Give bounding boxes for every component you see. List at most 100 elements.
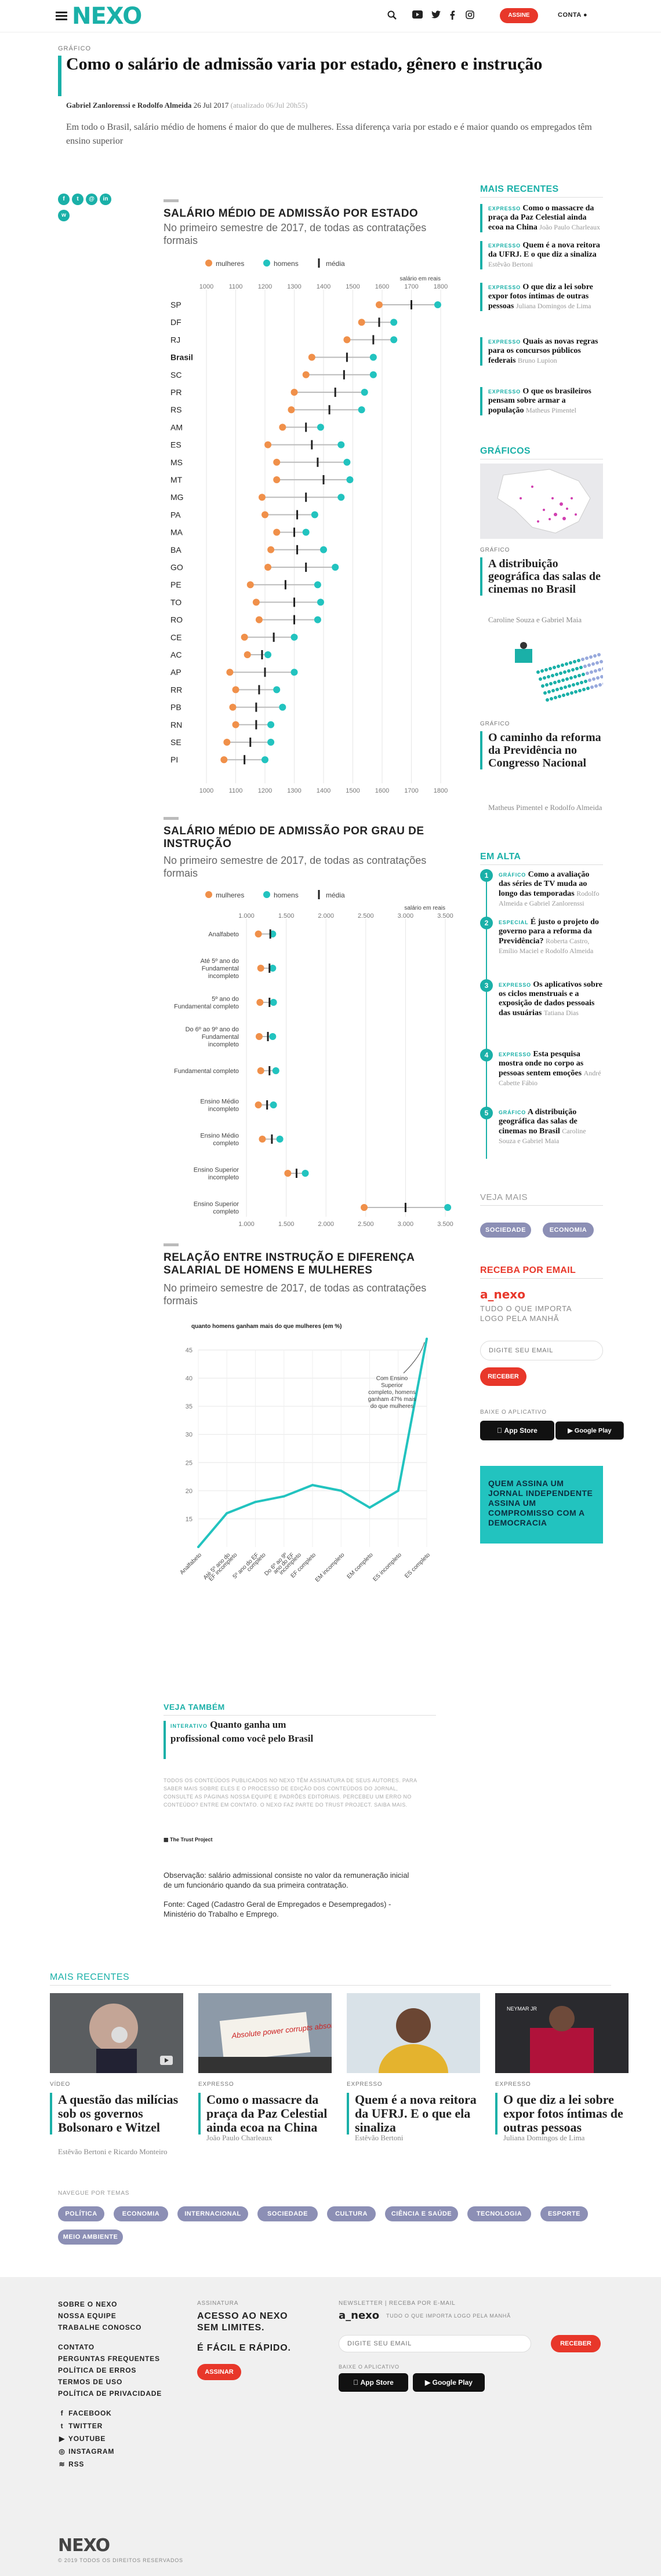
article-thumbnail-protest[interactable]: Absolute power corrupts absolutely	[198, 1993, 332, 2073]
article-title[interactable]: Quem é a nova reitora da UFRJ. E o que e…	[347, 2093, 480, 2134]
seat-dot	[598, 683, 602, 687]
article-thumbnail-portrait[interactable]	[347, 1993, 480, 2073]
footer-link[interactable]: POLÍTICA DE PRIVACIDADE	[58, 2389, 162, 2398]
tick-label-top: 1000	[199, 283, 213, 290]
app-store-button[interactable]:  App Store	[480, 1421, 554, 1440]
chart2-plot: mulheres homens média salário em reais 1.000…	[174, 890, 453, 1228]
app-label: BAIXE O APLICATIVO	[480, 1409, 547, 1415]
mark-media	[244, 755, 246, 765]
account-button[interactable]: CONTA ●	[558, 12, 587, 19]
footer-app-store-button[interactable]:  App Store	[339, 2373, 408, 2392]
footer-link[interactable]: POLÍTICA DE ERROS	[58, 2366, 137, 2374]
footer-social-facebook[interactable]: f FACEBOOK	[58, 2409, 112, 2417]
footer-link[interactable]: NOSSA EQUIPE	[58, 2312, 117, 2320]
youtube-icon[interactable]	[412, 10, 423, 22]
recent-item[interactable]: EXPRESSO Como o massacre da praça da Paz…	[480, 204, 602, 232]
graphic-thumbnail-congress[interactable]	[480, 637, 603, 713]
article-thumbnail-video[interactable]	[50, 1993, 183, 2073]
newsletter-email-input[interactable]	[480, 1341, 603, 1360]
footer-newsletter-button[interactable]: RECEBER	[551, 2335, 601, 2352]
topic-pill[interactable]: POLÍTICA	[58, 2206, 104, 2221]
recent-item[interactable]: EXPRESSO Quais as novas regras para os c…	[480, 337, 602, 366]
share-facebook-icon[interactable]: f	[58, 194, 70, 205]
graphic-thumbnail-map[interactable]	[480, 464, 603, 539]
dot-mulheres	[255, 1101, 262, 1108]
topic-pill[interactable]: SOCIEDADE	[257, 2206, 318, 2221]
footer-link[interactable]: PERGUNTAS FREQUENTES	[58, 2355, 160, 2363]
trending-item-tag: ESPECIAL	[499, 920, 529, 925]
seat-dot	[595, 661, 599, 665]
legend-label: mulheres	[216, 260, 244, 268]
footer-link[interactable]: SOBRE O NEXO	[58, 2300, 118, 2308]
instagram-icon[interactable]	[464, 10, 475, 22]
article-title[interactable]: Como o massacre da praça da Paz Celestia…	[198, 2093, 332, 2134]
dot-mulheres	[246, 581, 254, 589]
trending-item[interactable]: EXPRESSO Esta pesquisa mostra onde no co…	[499, 1050, 603, 1088]
recent-item[interactable]: EXPRESSO Quem é a nova reitora da UFRJ. …	[480, 241, 602, 269]
article-title[interactable]: A questão das milícias sob os governos B…	[50, 2093, 183, 2134]
article-thumbnail-soccer[interactable]: NEYMAR JR	[495, 1993, 629, 2073]
topic-pill[interactable]: MEIO AMBIENTE	[58, 2230, 123, 2245]
topic-pill[interactable]: INTERNACIONAL	[177, 2206, 248, 2221]
newsletter-submit-button[interactable]: RECEBER	[480, 1367, 526, 1386]
category-label: Fundamental completo	[174, 1004, 239, 1010]
share-email-icon[interactable]: @	[86, 194, 97, 205]
topic-pill[interactable]: CIÊNCIA E SAÚDE	[385, 2206, 458, 2221]
trust-project-logo[interactable]: ▩ The Trust Project	[164, 1837, 213, 1843]
seat-dot	[559, 672, 562, 675]
graphic-title[interactable]: A distribuição geográfica das salas de c…	[480, 557, 603, 596]
footer-social-youtube[interactable]: ▶ YOUTUBE	[58, 2435, 106, 2443]
footer-link[interactable]: CONTATO	[58, 2343, 95, 2351]
topic-pill[interactable]: ECONOMIA	[114, 2206, 168, 2221]
share-linkedin-icon[interactable]: in	[100, 194, 111, 205]
share-twitter-icon[interactable]: t	[72, 194, 83, 205]
recent-item[interactable]: EXPRESSO O que diz a lei sobre expor fot…	[480, 283, 602, 311]
recent-item-tag: EXPRESSO	[488, 206, 521, 211]
tag-economia[interactable]: ECONOMIA	[543, 1223, 594, 1238]
footer-subscribe-button[interactable]: ASSINAR	[197, 2364, 241, 2380]
category-label: ES	[170, 440, 181, 450]
see-also-accent-bar	[164, 1721, 166, 1759]
article-title[interactable]: O que diz a lei sobre expor fotos íntima…	[495, 2093, 629, 2134]
trending-item[interactable]: GRÁFICO Como a avaliação das séries de T…	[499, 870, 603, 908]
topic-pill[interactable]: CULTURA	[327, 2206, 376, 2221]
trending-item[interactable]: EXPRESSO Os aplicativos sobre os ciclos …	[499, 980, 603, 1018]
trending-item-title: É justo o projeto do governo para a refo…	[499, 918, 599, 946]
share-whatsapp-icon[interactable]: w	[58, 210, 70, 221]
mark-media	[295, 1169, 297, 1178]
topic-pill[interactable]: ESPORTE	[540, 2206, 588, 2221]
divider	[480, 1205, 603, 1206]
topic-pill[interactable]: TECNOLOGIA	[467, 2206, 531, 2221]
facebook-icon[interactable]	[446, 10, 458, 22]
footer-google-play-button[interactable]: ▶ Google Play	[413, 2373, 485, 2392]
seat-dot	[571, 668, 575, 672]
recent-item-tag: EXPRESSO	[488, 339, 521, 345]
dot-homens	[290, 633, 298, 641]
menu-icon[interactable]	[56, 12, 67, 21]
logo[interactable]: NEXO	[72, 3, 142, 30]
trending-item[interactable]: ESPECIAL É justo o projeto do governo pa…	[499, 918, 603, 956]
footer-link[interactable]: TERMOS DE USO	[58, 2378, 123, 2386]
google-play-button[interactable]: ▶ Google Play	[555, 1421, 624, 1440]
seat-dot	[549, 667, 552, 670]
search-icon[interactable]	[386, 10, 398, 22]
seat-dot	[584, 680, 587, 683]
recent-item[interactable]: EXPRESSO O que os brasileiros pensam sob…	[480, 387, 602, 415]
footer-social-instagram[interactable]: ◎ INSTAGRAM	[58, 2447, 114, 2455]
trending-item[interactable]: GRÁFICO A distribuição geográfica das sa…	[499, 1108, 603, 1146]
tick-label-bottom: 3.500	[437, 1221, 453, 1228]
footer-logo[interactable]: NEXO	[58, 2535, 110, 2556]
subscribe-button[interactable]: ASSINE	[500, 8, 538, 23]
twitter-icon[interactable]	[430, 10, 442, 22]
dot-mulheres	[358, 319, 365, 326]
footer-email-input[interactable]	[339, 2335, 531, 2352]
graphic-title[interactable]: O caminho da reforma da Previdência no C…	[480, 731, 603, 769]
footer-subscription-text: ACESSO AO NEXO SEM LIMITES.	[197, 2311, 288, 2333]
see-also-link[interactable]: INTERATIVO Quanto ganha um profissional …	[170, 1718, 321, 1745]
tag-sociedade[interactable]: SOCIEDADE	[480, 1223, 531, 1238]
recent-item-title: Como o massacre da praça da Paz Celestia…	[488, 204, 594, 232]
footer-social-twitter[interactable]: t TWITTER	[58, 2422, 103, 2430]
footer-social-rss[interactable]: ≋ RSS	[58, 2460, 84, 2468]
subscribe-promo[interactable]: QUEM ASSINA UM JORNAL INDEPENDENTE ASSIN…	[480, 1466, 603, 1544]
footer-link[interactable]: TRABALHE CONOSCO	[58, 2323, 142, 2331]
